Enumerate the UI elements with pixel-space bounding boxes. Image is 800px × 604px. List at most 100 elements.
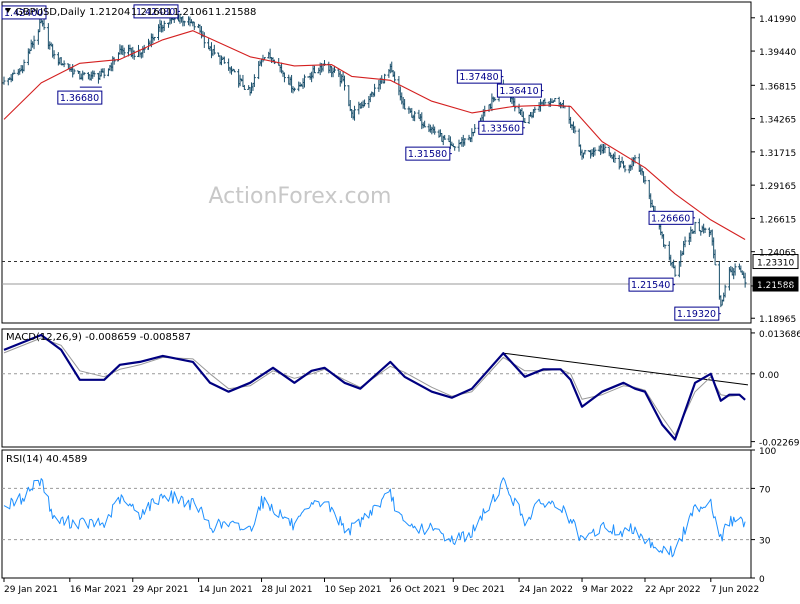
- ohlc-bar: [573, 125, 577, 134]
- ohlc-bar: [102, 68, 106, 79]
- rsi-y-tick-label: 30: [759, 537, 771, 547]
- ohlc-bar: [403, 99, 407, 110]
- x-tick-label: 16 Mar 2021: [70, 585, 127, 595]
- ohlc-bar: [623, 165, 627, 173]
- annotation-box: [648, 210, 694, 225]
- price-y-tick-label: 1.21440: [759, 283, 796, 293]
- ohlc-bar: [22, 59, 26, 72]
- ohlc-bar: [443, 134, 447, 140]
- ohlc-bar: [152, 36, 156, 41]
- ohlc-bar: [473, 124, 477, 134]
- ohlc-bar: [553, 98, 557, 102]
- watermark: ActionForex.com: [209, 184, 392, 209]
- ohlc-bar: [282, 72, 286, 83]
- annotation-box: [674, 306, 720, 321]
- ohlc-bar: [643, 175, 647, 185]
- ohlc-bar: [232, 69, 236, 73]
- annotation-label: 1.36410: [499, 86, 538, 97]
- price-y-tick-label: 1.41990: [759, 15, 796, 25]
- ohlc-bar: [182, 20, 186, 27]
- x-tick-label: 29 Apr 2021: [133, 585, 189, 595]
- ohlc-bar: [613, 151, 617, 163]
- price-level-label: 1.21588: [757, 281, 794, 291]
- ohlc-bar: [242, 84, 246, 90]
- annotation-label: 1.33560: [481, 123, 520, 134]
- moving-average-line: [3, 30, 746, 240]
- price-y-tick-label: 1.24065: [759, 249, 796, 259]
- ohlc-bar: [162, 20, 166, 31]
- x-tick-label: 28 Jul 2021: [262, 585, 313, 595]
- price-header: GBPUSD,Daily 1.21204 1.21601 1.21061 1.2…: [5, 7, 256, 18]
- x-tick-label: 7 Jun 2022: [711, 585, 759, 595]
- price-y-tick-label: 1.26615: [759, 215, 796, 225]
- x-tick-label: 26 Oct 2021: [390, 585, 446, 595]
- rsi-line: [3, 477, 746, 558]
- ohlc-bar: [453, 146, 457, 151]
- price-level-badge: [752, 254, 799, 270]
- annotation-box: [57, 90, 103, 105]
- annotation-label: 1.42480: [136, 7, 175, 18]
- rsi-y-tick-label: 0: [759, 575, 765, 585]
- annotation-label: 1.21540: [631, 280, 670, 291]
- annotation-label: 1.42400: [4, 8, 43, 19]
- rsi-panel-frame: [1, 449, 752, 579]
- ohlc-bar: [192, 21, 196, 31]
- ohlc-bar: [142, 44, 146, 54]
- macd-y-tick-label: -0.022698: [759, 439, 800, 449]
- macd-y-tick-label: 0.00: [759, 371, 779, 381]
- price-level-label: 1.23310: [757, 259, 794, 269]
- annotation-box: [405, 146, 451, 161]
- ohlc-bar: [463, 138, 467, 146]
- price-y-tick-label: 1.39440: [759, 48, 796, 58]
- ohlc-bar: [693, 221, 697, 234]
- ohlc-bar: [593, 147, 597, 156]
- price-y-tick-label: 1.29165: [759, 182, 796, 192]
- x-tick-label: 9 Dec 2021: [453, 585, 505, 595]
- ohlc-bar: [683, 236, 687, 248]
- macd-panel-title: MACD(12,26,9) -0.008659 -0.008587: [6, 332, 191, 343]
- ohlc-bar: [703, 227, 707, 233]
- macd-signal-line: [3, 337, 746, 436]
- annotation-label: 1.37480: [459, 72, 498, 83]
- ohlc-bar: [713, 249, 717, 266]
- annotation-box: [456, 69, 502, 84]
- ohlc-high: 1.21601: [131, 7, 172, 18]
- ohlc-bar: [423, 120, 427, 128]
- annotation-box: [628, 277, 674, 292]
- collapse-arrow-icon[interactable]: [5, 8, 11, 13]
- ohlc-close: 1.21588: [215, 7, 256, 18]
- annotation-box: [1, 5, 47, 20]
- ohlc-bar: [383, 73, 387, 84]
- ohlc-bar: [353, 105, 357, 121]
- ohlc-bar: [363, 99, 367, 107]
- ohlc-bar: [733, 263, 737, 276]
- ohlc-bar: [32, 35, 36, 50]
- price-y-tick-label: 1.18965: [759, 315, 796, 325]
- ohlc-bar: [533, 106, 537, 113]
- ohlc-low: 1.21061: [173, 7, 214, 18]
- ohlc-bar: [112, 57, 116, 65]
- ohlc-bar: [493, 97, 497, 102]
- x-tick-label: 29 Jan 2021: [4, 585, 58, 595]
- x-tick-label: 24 Jan 2022: [519, 585, 573, 595]
- ohlc-bar: [72, 68, 76, 75]
- ohlc-bar: [82, 72, 86, 76]
- annotation-box: [478, 120, 524, 135]
- annotation-box: [133, 4, 179, 19]
- x-tick-label: 14 Jun 2021: [199, 585, 253, 595]
- ohlc-bar: [222, 56, 226, 64]
- ohlc-bar: [603, 144, 607, 154]
- ohlc-bar: [373, 83, 377, 97]
- ohlc-bar: [343, 75, 347, 91]
- ohlc-bar: [62, 60, 66, 68]
- rsi-y-tick-label: 100: [759, 447, 776, 457]
- x-tick-label: 22 Apr 2022: [645, 585, 701, 595]
- ohlc-bar: [743, 272, 747, 288]
- ohlc-bar: [723, 284, 727, 298]
- ohlc-bar: [673, 265, 677, 277]
- ohlc-bar: [292, 87, 296, 92]
- ohlc-bar: [42, 18, 46, 30]
- annotation-box: [496, 83, 542, 98]
- price-y-tick-label: 1.31715: [759, 149, 796, 159]
